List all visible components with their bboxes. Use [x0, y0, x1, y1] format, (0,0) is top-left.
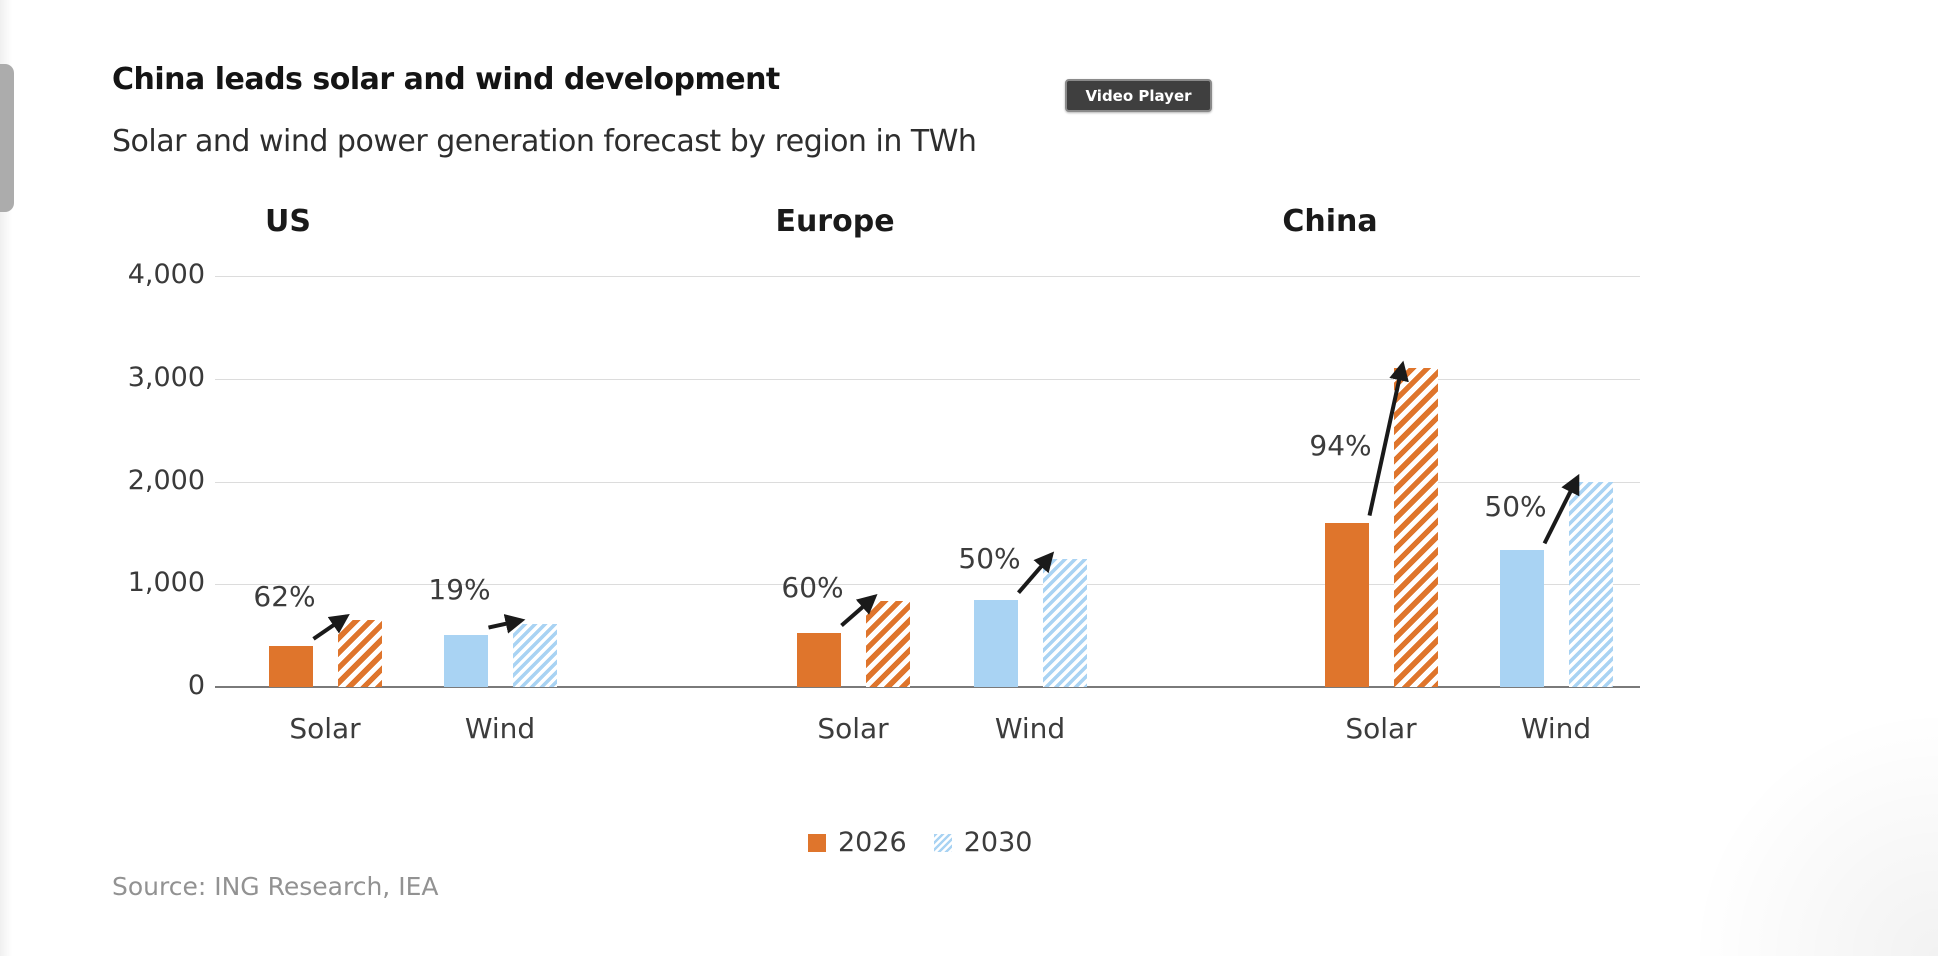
category-label-europe-wind: Wind [994, 712, 1066, 745]
growth-label-europe-solar: 60% [781, 570, 844, 604]
chart-legend: 2026 2030 [808, 827, 1032, 858]
legend-item-2026: 2026 [808, 827, 907, 858]
legend-label-2026: 2026 [838, 827, 907, 858]
x-axis-line [215, 686, 1640, 688]
category-label-china-wind: Wind [1520, 712, 1592, 745]
category-label-europe-solar: Solar [817, 712, 889, 745]
gridline-3000 [215, 378, 1640, 380]
bar-europe-solar-2026 [796, 632, 841, 687]
drawer-handle[interactable] [0, 64, 14, 212]
growth-label-china-wind: 50% [1484, 490, 1547, 524]
growth-label-europe-wind: 50% [958, 541, 1021, 575]
bar-china-solar-2030 [1393, 368, 1438, 687]
growth-label-china-solar: 94% [1309, 428, 1372, 462]
video-player-badge[interactable]: Video Player [1065, 79, 1212, 112]
y-tick-label-0: 0 [187, 670, 205, 701]
legend-label-2030: 2030 [963, 827, 1033, 858]
chart-subtitle: Solar and wind power generation forecast… [112, 124, 977, 159]
region-header-europe: Europe [775, 204, 895, 239]
bar-us-solar-2030 [337, 620, 382, 687]
bar-china-wind-2026 [1499, 550, 1544, 687]
category-label-china-solar: Solar [1345, 712, 1417, 745]
left-edge-shade [0, 0, 12, 956]
legend-swatch-2030-icon [933, 833, 952, 852]
gridline-2000 [215, 481, 1640, 483]
y-tick-label-1000: 1,000 [127, 567, 205, 599]
corner-shade [1678, 716, 1938, 956]
legend-item-2030: 2030 [933, 827, 1033, 858]
growth-label-us-wind: 19% [428, 572, 491, 606]
y-tick-label-3000: 3,000 [127, 361, 205, 393]
bar-us-solar-2026 [268, 645, 313, 687]
gridline-4000 [215, 276, 1640, 277]
bar-us-wind-2026 [443, 634, 488, 687]
chart-title: China leads solar and wind development [112, 62, 780, 97]
bar-europe-wind-2026 [973, 599, 1018, 687]
category-label-us-wind: Wind [464, 712, 536, 745]
region-header-china: China [1282, 204, 1378, 239]
bar-us-wind-2030 [512, 624, 557, 687]
legend-swatch-2026-icon [808, 833, 826, 852]
bar-china-solar-2026 [1324, 522, 1369, 687]
gridline-1000 [215, 584, 1640, 586]
bar-europe-wind-2030 [1042, 558, 1087, 687]
growth-label-us-solar: 62% [253, 579, 316, 613]
y-tick-label-4000: 4,000 [127, 259, 205, 290]
category-label-us-solar: Solar [289, 712, 361, 745]
source-note: Source: ING Research, IEA [112, 872, 439, 901]
region-header-us: US [265, 204, 311, 239]
bar-china-wind-2030 [1568, 481, 1613, 687]
y-tick-label-2000: 2,000 [127, 464, 205, 496]
bar-europe-solar-2030 [865, 600, 910, 687]
